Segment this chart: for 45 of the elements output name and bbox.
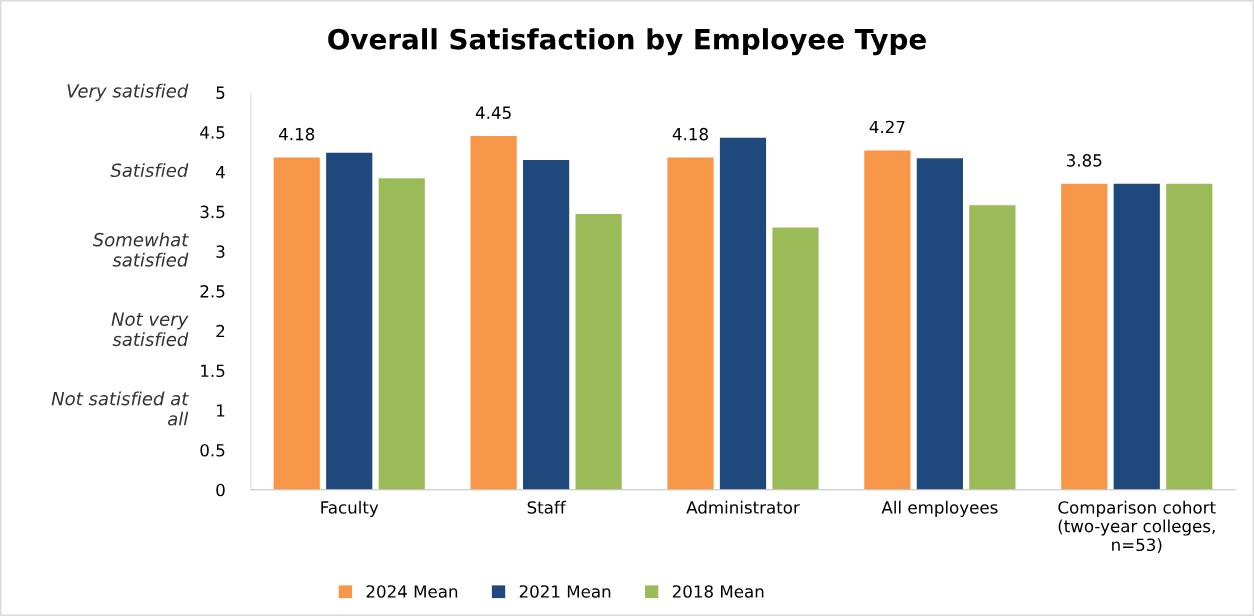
- data-label: 4.18: [279, 127, 315, 141]
- bar: [667, 157, 714, 490]
- bar: [1113, 183, 1160, 490]
- text: Very satisfied: [67, 83, 189, 102]
- bar: [378, 178, 425, 490]
- text: Somewhat satisfied: [92, 232, 189, 267]
- y-tick-label: 4: [216, 166, 225, 179]
- bar: [969, 205, 1016, 490]
- legend-label: 2024 Mean: [366, 585, 458, 598]
- y-tick-label: 0.5: [200, 443, 225, 457]
- y-tick-label: 5: [216, 86, 225, 99]
- bar: [523, 159, 570, 490]
- x-tick-label: Faculty: [321, 500, 379, 517]
- bar: [326, 152, 373, 490]
- x-tick-label: Administrator: [686, 500, 800, 514]
- data-label: 4.45: [475, 106, 511, 119]
- bar: [916, 158, 963, 490]
- x-tick-label: Comparison cohort (two-year colleges, n=53): [1058, 500, 1216, 554]
- y-tick-label: 2: [216, 324, 225, 338]
- y-tick-label: 3.5: [200, 205, 225, 219]
- bar: [864, 150, 911, 490]
- data-label: 4.27: [869, 120, 905, 134]
- text: Satisfied: [110, 163, 189, 178]
- text: Not satisfied at all: [51, 391, 189, 426]
- legend-label: 2021 Mean: [519, 585, 611, 598]
- y-tick-label: 0: [216, 483, 225, 497]
- chart-title: Overall Satisfaction by Employee Type: [328, 28, 926, 56]
- data-label: 3.85: [1066, 154, 1102, 167]
- y-tick-label: 2.5: [200, 285, 225, 298]
- bar: [470, 136, 517, 490]
- bar: [772, 227, 819, 490]
- y-tick-label: 3: [216, 245, 225, 258]
- y-tick-label: 1.5: [201, 364, 225, 378]
- bar: [273, 157, 320, 490]
- y-tick-label: 4.5: [200, 126, 225, 139]
- y-tick-label: 1: [217, 404, 225, 417]
- x-tick-label: All employees: [881, 500, 998, 517]
- bar: [1166, 183, 1213, 490]
- legend-label: 2018 Mean: [672, 585, 764, 598]
- bar: [575, 213, 622, 490]
- x-tick-label: Staff: [527, 500, 566, 514]
- data-label: 4.18: [672, 127, 708, 141]
- bar: [1061, 183, 1108, 490]
- text: Not very satisfied: [111, 312, 189, 347]
- bar: [719, 137, 767, 490]
